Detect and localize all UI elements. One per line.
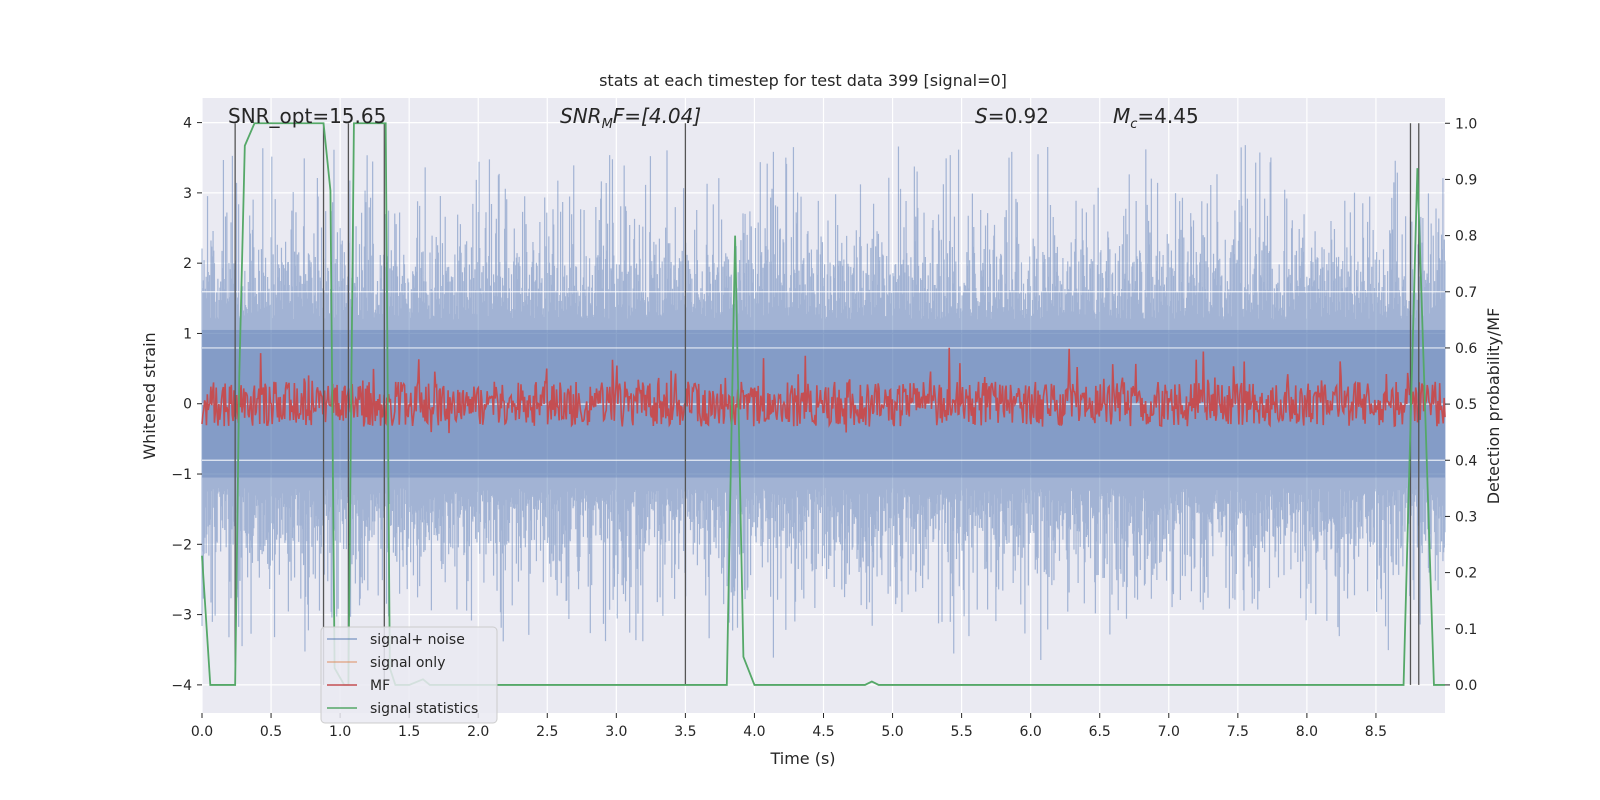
y-tick-label-6: 2 bbox=[183, 256, 192, 272]
y-right-tick-label-2: 0.2 bbox=[1455, 566, 1477, 582]
x-tick-label-6: 3.0 bbox=[605, 724, 627, 740]
x-tick-label-3: 1.5 bbox=[398, 724, 420, 740]
y-tick-label-3: −1 bbox=[171, 467, 192, 483]
y-tick-label-2: −2 bbox=[171, 537, 192, 553]
legend: signal+ noise signal only MF signal stat… bbox=[320, 626, 498, 724]
y-right-tick-label-9: 0.9 bbox=[1455, 172, 1477, 188]
y-right-tick-label-5: 0.5 bbox=[1455, 397, 1477, 413]
y-axis-ticks: −4 −3 −2 −1 0 1 2 3 4 bbox=[171, 116, 202, 694]
annotation-mc: Mc=4.45 bbox=[1113, 104, 1199, 132]
x-tick-label-0: 0.0 bbox=[191, 724, 213, 740]
annotation-snr-mf: SNRMF=[4.04] bbox=[560, 104, 701, 132]
legend-label-signal-only: signal only bbox=[370, 655, 445, 671]
annotation-snr-mf-main: SNR bbox=[560, 104, 602, 128]
x-axis-label: Time (s) bbox=[769, 749, 835, 768]
annotation-snr-opt: SNR_opt=15.65 bbox=[228, 104, 386, 128]
legend-label-noise: signal+ noise bbox=[370, 632, 465, 648]
y-tick-label-8: 4 bbox=[183, 116, 192, 132]
y-right-tick-label-10: 1.0 bbox=[1455, 116, 1477, 132]
y-tick-label-0: −4 bbox=[171, 678, 192, 694]
annotation-s-rest: =0.92 bbox=[988, 104, 1049, 128]
y-right-tick-label-0: 0.0 bbox=[1455, 678, 1477, 694]
y-tick-label-7: 3 bbox=[183, 186, 192, 202]
y-right-tick-label-8: 0.8 bbox=[1455, 229, 1477, 245]
x-axis-ticks: 0.0 0.5 1.0 1.5 2.0 2.5 3.0 3.5 4.0 4.5 5.0 5.5 6.0 6… bbox=[191, 713, 1387, 740]
y-tick-label-5: 1 bbox=[183, 326, 192, 342]
x-tick-label-4: 2.0 bbox=[467, 724, 489, 740]
x-tick-label-9: 4.5 bbox=[812, 724, 834, 740]
annotation-s: S=0.92 bbox=[975, 104, 1049, 128]
y-tick-label-4: 0 bbox=[183, 397, 192, 413]
x-tick-label-13: 6.5 bbox=[1089, 724, 1111, 740]
x-tick-label-15: 7.5 bbox=[1227, 724, 1249, 740]
y-right-tick-label-1: 0.1 bbox=[1455, 622, 1477, 638]
y-right-tick-label-3: 0.3 bbox=[1455, 509, 1477, 525]
x-tick-label-17: 8.5 bbox=[1365, 724, 1387, 740]
x-tick-label-8: 4.0 bbox=[743, 724, 765, 740]
y-right-axis-ticks: 0.0 0.1 0.2 0.3 0.4 0.5 0.6 0.7 0.8 0.9 1.0 bbox=[1445, 116, 1477, 694]
legend-label-mf: MF bbox=[370, 678, 390, 694]
legend-label-stat: signal statistics bbox=[370, 701, 478, 717]
x-tick-label-14: 7.0 bbox=[1158, 724, 1180, 740]
x-tick-label-16: 8.0 bbox=[1296, 724, 1318, 740]
series-mf bbox=[201, 347, 1446, 434]
y-tick-label-1: −3 bbox=[171, 608, 192, 624]
y-right-tick-label-6: 0.6 bbox=[1455, 341, 1477, 357]
x-tick-label-10: 5.0 bbox=[881, 724, 903, 740]
x-tick-label-11: 5.5 bbox=[950, 724, 972, 740]
y-right-tick-label-7: 0.7 bbox=[1455, 285, 1477, 301]
annotation-s-main: S bbox=[975, 104, 988, 128]
annotation-snr-mf-sub: M bbox=[602, 117, 613, 132]
y-axis-label: Whitened strain bbox=[140, 332, 159, 459]
annotation-snr-mf-f: F=[4.04] bbox=[613, 104, 701, 128]
annotation-mc-main: M bbox=[1113, 104, 1130, 128]
series-signal-statistics bbox=[201, 122, 1445, 686]
x-tick-label-5: 2.5 bbox=[536, 724, 558, 740]
annotation-mc-rest: =4.45 bbox=[1137, 104, 1198, 128]
annotation-mc-sub: c bbox=[1130, 117, 1137, 132]
mf-trace bbox=[201, 347, 1446, 434]
legend-box bbox=[320, 626, 498, 724]
signal-statistics-line bbox=[201, 122, 1445, 686]
x-tick-label-12: 6.0 bbox=[1020, 724, 1042, 740]
y-right-axis-label: Detection probability/MF bbox=[1484, 308, 1503, 505]
x-tick-label-2: 1.0 bbox=[329, 724, 351, 740]
y-right-tick-label-4: 0.4 bbox=[1455, 453, 1477, 469]
annotation-snr-mf-rest: F=[4.04] bbox=[613, 104, 701, 128]
x-tick-label-7: 3.5 bbox=[674, 724, 696, 740]
x-tick-label-1: 0.5 bbox=[260, 724, 282, 740]
chart-title: stats at each timestep for test data 399… bbox=[599, 71, 1007, 90]
